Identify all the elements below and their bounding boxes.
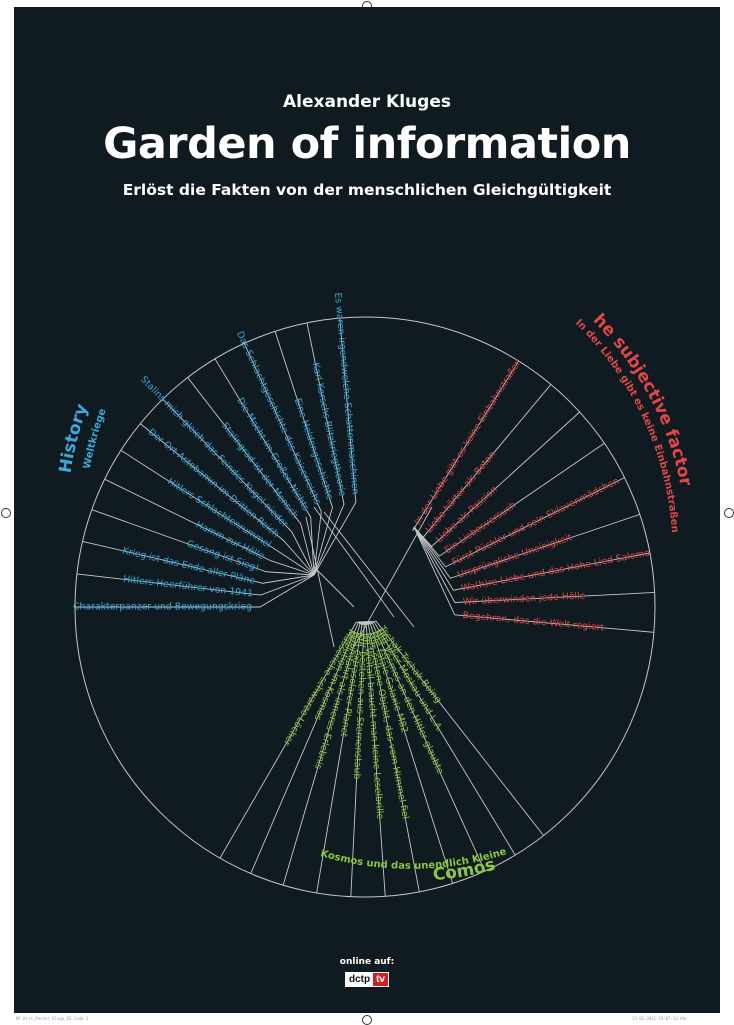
history-topic-label[interactable]: Charakterpanzer und Bewegungskrieg <box>73 602 252 613</box>
cosmos-branch-line <box>219 621 360 859</box>
subjective-branch-line <box>413 513 640 579</box>
history-branch-line <box>306 322 345 576</box>
history-branch-line <box>76 573 315 596</box>
history-branch-line <box>104 478 315 576</box>
history-branch-line <box>187 377 315 576</box>
subjective-topic-label[interactable]: Wir überwinden jede Hölle <box>463 590 586 607</box>
logo-text-left: dctp <box>345 973 374 986</box>
history-branch-line <box>91 509 315 576</box>
subjective-branch-line <box>413 526 655 603</box>
poster: Alexander Kluges Garden of information E… <box>14 7 720 1013</box>
slug-right: 13.01.2011 19:07:33 Uhr <box>632 1016 688 1021</box>
subjective-branch-line <box>413 526 650 591</box>
logo-text-right: tv <box>373 973 388 986</box>
cross-link-line <box>323 511 415 628</box>
cross-link-line <box>313 506 395 618</box>
information-garden-diagram: Charakterpanzer und BewegungskriegHitler… <box>14 7 696 898</box>
registration-mark-right <box>724 508 734 518</box>
poster-subtitle: Erlöst die Fakten von der menschlichen G… <box>122 181 612 199</box>
subjective-branch-line <box>413 442 605 557</box>
poster-title: Garden of information <box>103 119 631 169</box>
branch-lines <box>75 318 655 897</box>
poster-footer: online auf: dctp tv <box>14 957 720 987</box>
slug-left: NF_Kris_Poster_Kluge_RZ.indd 1 <box>16 1016 89 1021</box>
history-branch-line <box>214 358 315 576</box>
history-branch-line <box>82 540 315 584</box>
history-branch-line <box>313 318 357 576</box>
history-branch-line <box>140 423 315 576</box>
cross-link-line <box>313 566 355 608</box>
subjective-title: The subjective factor <box>14 7 696 488</box>
online-label: online auf: <box>339 957 395 967</box>
subjective-branch-line <box>413 477 625 568</box>
subjective-topic-label[interactable]: In der Liebe gibt es keine Einbahnstraße… <box>412 357 524 527</box>
cosmos-branch-line <box>250 621 360 874</box>
cosmos-branch-line <box>358 620 544 836</box>
history-branch-line <box>162 398 315 576</box>
history-branch-line <box>274 331 333 576</box>
cross-link-line <box>305 516 335 648</box>
subjective-branch-line <box>413 526 654 633</box>
history-branch-line <box>120 449 315 576</box>
subjective-branch-line <box>412 360 520 531</box>
history-branch-line <box>243 343 322 576</box>
dctp-logo[interactable]: dctp tv <box>344 972 389 987</box>
registration-mark-left <box>1 508 11 518</box>
branch-labels: Charakterpanzer und BewegungskriegHitler… <box>73 292 651 820</box>
history-branch-line <box>75 574 315 608</box>
outer-circle <box>74 316 656 898</box>
cross-link-line <box>353 506 433 648</box>
author-name: Alexander Kluges <box>283 92 451 112</box>
subjective-topic-label[interactable]: Begehren, das die Welt regiert <box>462 610 605 633</box>
